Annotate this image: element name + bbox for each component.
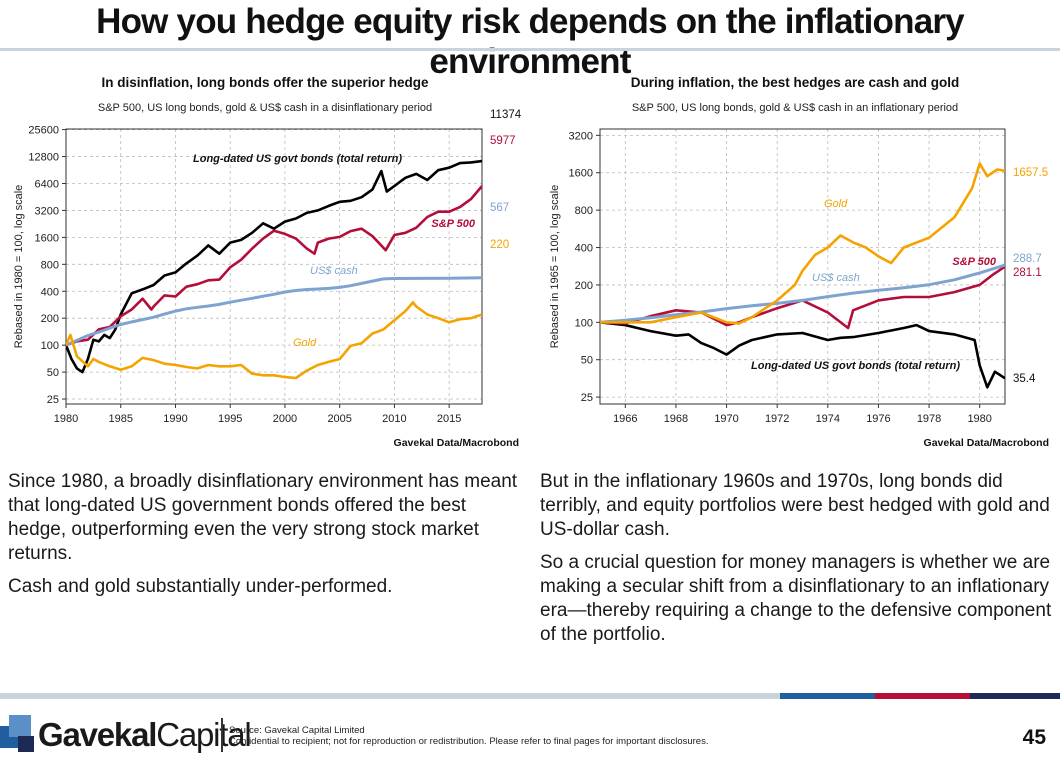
source-line: Source: Gavekal Capital Limited: [229, 725, 365, 736]
series-line-s-p-500: [600, 265, 1005, 330]
chart-source: Gavekal Data/Macrobond: [924, 437, 1049, 449]
chart-panel-disinflation: In disinflation, long bonds offer the su…: [0, 72, 530, 450]
y-tick-label: 25600: [28, 125, 59, 137]
end-value-label: 35.4: [1013, 373, 1036, 385]
end-value-label: 288.7: [1013, 253, 1042, 265]
y-axis-label: Rebased in 1965 = 100, log scale: [549, 185, 561, 349]
commentary-paragraph: But in the inflationary 1960s and 1970s,…: [540, 471, 1050, 540]
y-tick-label: 3200: [569, 130, 593, 142]
x-tick-label: 1972: [765, 413, 789, 425]
series-annotation: Gold: [824, 198, 848, 210]
y-tick-label: 1600: [35, 232, 59, 244]
y-tick-label: 25: [47, 394, 59, 406]
page-number: 45: [1022, 726, 1046, 749]
x-tick-label: 2015: [437, 413, 461, 425]
x-tick-label: 1980: [967, 413, 991, 425]
series-line-gold: [66, 301, 482, 380]
footer-bar-blue: [780, 693, 875, 699]
y-tick-label: 100: [41, 340, 59, 352]
y-tick-label: 100: [575, 317, 593, 329]
x-tick-label: 1976: [866, 413, 890, 425]
chart-subtitle: S&P 500, US long bonds, gold & US$ cash …: [631, 102, 959, 114]
chart-inflation: 25 50 100 200 400 800 1600 3200 1966 1968 1970 1972…: [549, 128, 1049, 449]
chart-source: Gavekal Data/Macrobond: [394, 437, 519, 449]
chart-panel-inflation: During inflation, the best hedges are ca…: [530, 72, 1060, 450]
chart-subtitle: S&P 500, US long bonds, gold & US$ cash …: [97, 102, 433, 114]
series-annotation: Gold: [293, 337, 317, 349]
series-line-us-cash: [600, 263, 1005, 324]
y-tick-label: 50: [47, 367, 59, 379]
logo-wordmark: GavekalCapital: [38, 716, 252, 754]
series-line-long-dated-us-govt-bonds-total-return: [66, 159, 482, 374]
x-tick-label: 1990: [163, 413, 187, 425]
chart-title: During inflation, the best hedges are ca…: [630, 75, 960, 90]
footer-note: Source: Gavekal Capital Limited Confiden…: [229, 725, 708, 747]
end-value-label: 220: [490, 239, 509, 251]
x-tick-label: 1974: [816, 413, 840, 425]
x-tick-label: 1985: [108, 413, 132, 425]
logo-wordmark-bold: Gavekal: [38, 716, 157, 753]
footer-bar-light: [0, 693, 780, 699]
disclaimer: Confidential to recipient; not for repro…: [229, 736, 709, 747]
logo-squares-icon: [0, 715, 34, 752]
commentary-paragraph: Since 1980, a broadly disinflationary en…: [8, 471, 518, 564]
end-value-label: 567: [490, 202, 509, 214]
series-annotation: Long-dated US govt bonds (total return): [193, 153, 402, 165]
commentary-paragraph: So a crucial question for money managers…: [540, 552, 1052, 645]
end-value-label: 1657.5: [1013, 167, 1048, 179]
footer-bar-red: [875, 693, 970, 699]
commentary-left: Since 1980, a broadly disinflationary en…: [8, 470, 523, 608]
series-annotation: S&P 500: [431, 218, 476, 230]
y-tick-label: 12800: [28, 152, 59, 164]
series-line-long-dated-us-govt-bonds-total-return: [600, 321, 1005, 389]
series-annotation: S&P 500: [952, 256, 997, 268]
end-value-label: 11374: [490, 109, 522, 121]
x-tick-label: 2010: [382, 413, 406, 425]
y-tick-label: 200: [41, 313, 59, 325]
x-tick-label: 2005: [327, 413, 351, 425]
x-tick-label: 1970: [714, 413, 738, 425]
y-tick-label: 200: [575, 280, 593, 292]
title-divider: [0, 48, 1060, 51]
series-line-gold: [600, 162, 1005, 325]
y-tick-label: 1600: [569, 168, 593, 180]
x-tick-label: 2000: [273, 413, 297, 425]
plot-frame: [65, 128, 483, 405]
gavekal-logo: GavekalCapital: [0, 706, 252, 760]
y-tick-label: 400: [575, 243, 593, 255]
y-tick-label: 800: [41, 259, 59, 271]
x-tick-label: 1980: [54, 413, 78, 425]
page-title: How you hedge equity risk depends on the…: [96, 2, 965, 81]
y-tick-label: 800: [575, 205, 593, 217]
footer-bar-navy: [970, 693, 1060, 699]
logo-wordmark-light: Capital: [156, 716, 252, 753]
chart-disinflation: 25 50 100 200 400 800 1600 3200 6400 12800 25600 19…: [13, 109, 522, 449]
series-group: [600, 162, 1005, 389]
commentary-right: But in the inflationary 1960s and 1970s,…: [540, 470, 1055, 656]
y-tick-label: 25: [581, 392, 593, 404]
series-annotation: US$ cash: [812, 272, 860, 284]
end-value-label: 5977: [490, 135, 516, 147]
y-tick-label: 50: [581, 355, 593, 367]
series-annotation: Long-dated US govt bonds (total return): [751, 360, 960, 372]
y-tick-label: 400: [41, 286, 59, 298]
y-axis-label: Rebased in 1980 = 100, log scale: [13, 185, 25, 349]
y-tick-label: 6400: [35, 178, 59, 190]
series-group: [66, 159, 482, 380]
series-line-us-cash: [66, 276, 482, 347]
chart-title: In disinflation, long bonds offer the su…: [101, 75, 429, 90]
end-value-label: 281.1: [1013, 267, 1042, 279]
y-tick-label: 3200: [35, 205, 59, 217]
series-line-s-p-500: [66, 185, 482, 347]
x-tick-label: 1978: [917, 413, 941, 425]
x-tick-label: 1995: [218, 413, 242, 425]
footer-divider: [221, 718, 223, 752]
series-annotation: US$ cash: [310, 265, 358, 277]
commentary-paragraph: Cash and gold substantially under-perfor…: [8, 576, 393, 597]
x-tick-label: 1968: [664, 413, 688, 425]
x-tick-label: 1966: [613, 413, 637, 425]
